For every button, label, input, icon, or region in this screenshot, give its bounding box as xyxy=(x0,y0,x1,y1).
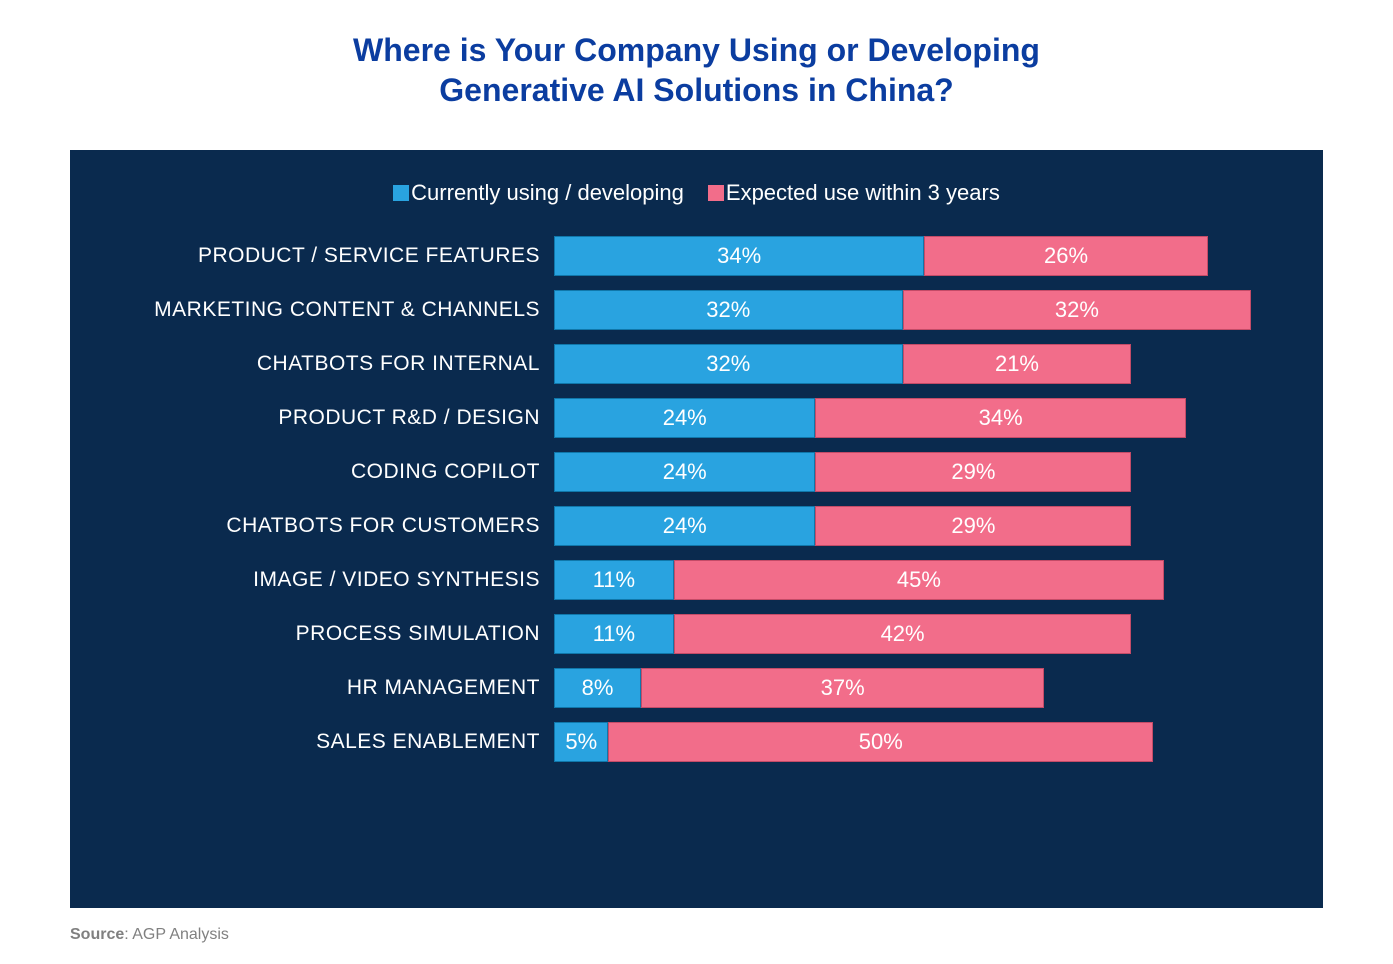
bar-segment-expected: 50% xyxy=(608,722,1153,762)
bar-segment-expected: 29% xyxy=(815,506,1131,546)
bar-track: 32%32% xyxy=(554,290,1273,330)
bar-segment-expected: 34% xyxy=(815,398,1185,438)
bar-track: 34%26% xyxy=(554,236,1273,276)
bar-track: 11%45% xyxy=(554,560,1273,600)
legend: Currently using / developing Expected use… xyxy=(120,180,1273,206)
category-label: SALES ENABLEMENT xyxy=(120,730,554,754)
bar-track: 8%37% xyxy=(554,668,1273,708)
legend-item-1: Expected use within 3 years xyxy=(708,180,1000,206)
bar-track: 24%29% xyxy=(554,506,1273,546)
bar-segment-expected: 26% xyxy=(924,236,1207,276)
category-label: IMAGE / VIDEO SYNTHESIS xyxy=(120,568,554,592)
bar-segment-current: 24% xyxy=(554,398,815,438)
bar-segment-current: 11% xyxy=(554,560,674,600)
source-line: Source: AGP Analysis xyxy=(70,926,1323,944)
bar-segment-current: 34% xyxy=(554,236,924,276)
bar-segment-current: 32% xyxy=(554,344,903,384)
bar-segment-expected: 42% xyxy=(674,614,1132,654)
bar-segment-expected: 29% xyxy=(815,452,1131,492)
category-label: CHATBOTS FOR INTERNAL xyxy=(120,352,554,376)
legend-item-0: Currently using / developing xyxy=(393,180,684,206)
chart-row: PRODUCT / SERVICE FEATURES34%26% xyxy=(120,236,1273,276)
chart-rows: PRODUCT / SERVICE FEATURES34%26%MARKETIN… xyxy=(120,236,1273,868)
chart-panel: Currently using / developing Expected use… xyxy=(70,150,1323,908)
category-label: MARKETING CONTENT & CHANNELS xyxy=(120,298,554,322)
title-line-2: Generative AI Solutions in China? xyxy=(439,72,953,108)
chart-row: PROCESS SIMULATION11%42% xyxy=(120,614,1273,654)
chart-row: PRODUCT R&D / DESIGN24%34% xyxy=(120,398,1273,438)
bar-segment-current: 11% xyxy=(554,614,674,654)
bar-segment-current: 32% xyxy=(554,290,903,330)
category-label: PROCESS SIMULATION xyxy=(120,622,554,646)
bar-track: 32%21% xyxy=(554,344,1273,384)
bar-segment-expected: 45% xyxy=(674,560,1164,600)
bar-segment-current: 5% xyxy=(554,722,608,762)
bar-segment-current: 24% xyxy=(554,506,815,546)
legend-swatch-1 xyxy=(708,185,724,201)
bar-track: 11%42% xyxy=(554,614,1273,654)
bar-track: 5%50% xyxy=(554,722,1273,762)
bar-segment-current: 24% xyxy=(554,452,815,492)
chart-row: IMAGE / VIDEO SYNTHESIS11%45% xyxy=(120,560,1273,600)
bar-track: 24%34% xyxy=(554,398,1273,438)
legend-label-0: Currently using / developing xyxy=(411,180,684,206)
legend-swatch-0 xyxy=(393,185,409,201)
bar-segment-expected: 21% xyxy=(903,344,1132,384)
category-label: CODING COPILOT xyxy=(120,460,554,484)
chart-row: HR MANAGEMENT8%37% xyxy=(120,668,1273,708)
page-wrap: Where is Your Company Using or Developin… xyxy=(0,0,1393,964)
bar-segment-current: 8% xyxy=(554,668,641,708)
category-label: PRODUCT / SERVICE FEATURES xyxy=(120,244,554,268)
source-text: : AGP Analysis xyxy=(124,926,229,943)
chart-row: CODING COPILOT24%29% xyxy=(120,452,1273,492)
source-label: Source xyxy=(70,926,124,943)
category-label: PRODUCT R&D / DESIGN xyxy=(120,406,554,430)
chart-row: CHATBOTS FOR CUSTOMERS24%29% xyxy=(120,506,1273,546)
category-label: HR MANAGEMENT xyxy=(120,676,554,700)
chart-row: CHATBOTS FOR INTERNAL32%21% xyxy=(120,344,1273,384)
legend-label-1: Expected use within 3 years xyxy=(726,180,1000,206)
chart-row: MARKETING CONTENT & CHANNELS32%32% xyxy=(120,290,1273,330)
bar-track: 24%29% xyxy=(554,452,1273,492)
bar-segment-expected: 32% xyxy=(903,290,1252,330)
chart-row: SALES ENABLEMENT5%50% xyxy=(120,722,1273,762)
title-line-1: Where is Your Company Using or Developin… xyxy=(353,32,1040,68)
chart-title: Where is Your Company Using or Developin… xyxy=(70,30,1323,110)
category-label: CHATBOTS FOR CUSTOMERS xyxy=(120,514,554,538)
bar-segment-expected: 37% xyxy=(641,668,1044,708)
